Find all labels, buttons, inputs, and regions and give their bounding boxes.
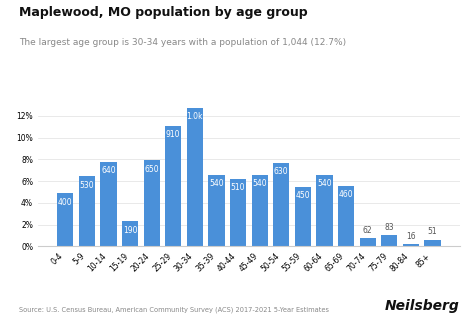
- Bar: [360, 238, 376, 246]
- Text: 400: 400: [58, 198, 73, 207]
- Bar: [424, 240, 441, 246]
- Text: Source: U.S. Census Bureau, American Community Survey (ACS) 2017-2021 5-Year Est: Source: U.S. Census Bureau, American Com…: [19, 306, 329, 313]
- Text: 540: 540: [317, 179, 332, 188]
- Text: 540: 540: [209, 179, 224, 188]
- Text: Maplewood, MO population by age group: Maplewood, MO population by age group: [19, 6, 308, 19]
- Bar: [316, 175, 333, 246]
- Bar: [273, 163, 289, 246]
- Bar: [295, 187, 311, 246]
- Bar: [403, 244, 419, 246]
- Text: 51: 51: [428, 228, 438, 236]
- Text: 650: 650: [144, 165, 159, 174]
- Text: 910: 910: [166, 130, 181, 139]
- Text: Neilsberg: Neilsberg: [385, 299, 460, 313]
- Text: The largest age group is 30-34 years with a population of 1,044 (12.7%): The largest age group is 30-34 years wit…: [19, 38, 346, 47]
- Bar: [338, 185, 354, 246]
- Text: 640: 640: [101, 166, 116, 175]
- Bar: [122, 221, 138, 246]
- Text: 450: 450: [296, 191, 310, 200]
- Bar: [252, 175, 268, 246]
- Text: 62: 62: [363, 226, 373, 235]
- Bar: [381, 235, 397, 246]
- Bar: [209, 175, 225, 246]
- Text: 83: 83: [384, 223, 394, 232]
- Bar: [79, 176, 95, 246]
- Text: 540: 540: [252, 179, 267, 188]
- Bar: [57, 193, 73, 246]
- Text: 190: 190: [123, 226, 137, 235]
- Text: 460: 460: [339, 190, 354, 199]
- Bar: [230, 179, 246, 246]
- Text: 16: 16: [406, 232, 416, 241]
- Bar: [144, 160, 160, 246]
- Bar: [165, 126, 182, 246]
- Bar: [187, 108, 203, 246]
- Text: 630: 630: [274, 167, 289, 176]
- Text: 530: 530: [80, 180, 94, 190]
- Text: 1.0k: 1.0k: [187, 112, 203, 121]
- Bar: [100, 162, 117, 246]
- Text: 510: 510: [231, 183, 246, 192]
